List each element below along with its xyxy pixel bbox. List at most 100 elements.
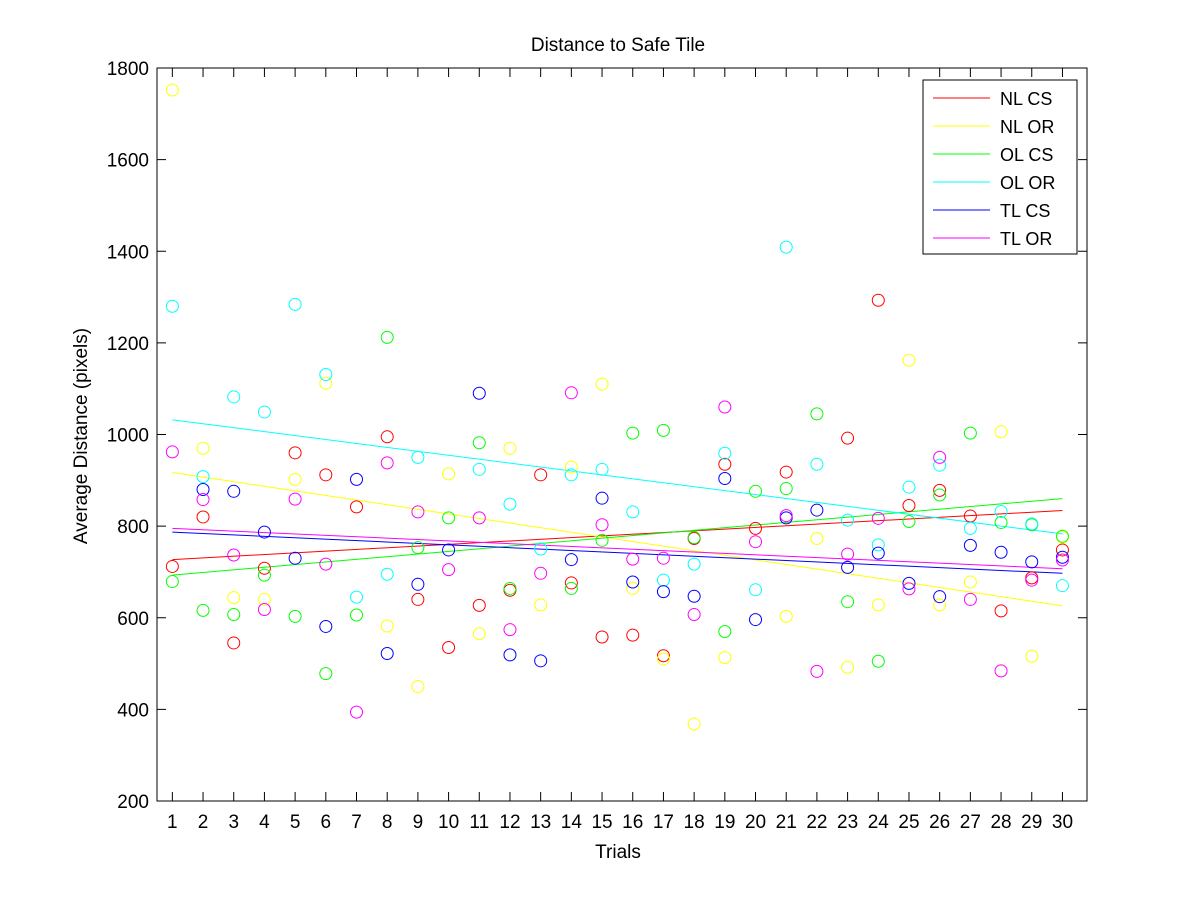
point-ol-cs bbox=[841, 595, 855, 609]
point-ol-cs bbox=[350, 608, 364, 622]
point-tl-cs bbox=[994, 545, 1008, 559]
point-nl-or bbox=[411, 679, 425, 693]
point-ol-cs bbox=[595, 533, 609, 547]
point-ol-or bbox=[319, 367, 333, 381]
point-nl-cs bbox=[196, 510, 210, 524]
point-tl-or bbox=[963, 592, 977, 606]
x-tick-label: 1 bbox=[167, 812, 178, 833]
trend-line-ol-or bbox=[172, 419, 1063, 535]
point-nl-or bbox=[534, 598, 548, 612]
point-nl-cs bbox=[472, 598, 486, 612]
y-tick-label: 1800 bbox=[107, 59, 149, 80]
point-ol-cs bbox=[871, 654, 885, 668]
point-ol-or bbox=[503, 497, 517, 511]
point-tl-cs bbox=[871, 546, 885, 560]
point-ol-or bbox=[257, 405, 271, 419]
point-tl-cs bbox=[288, 551, 302, 565]
trend-lines bbox=[172, 419, 1063, 607]
trend-line-nl-or bbox=[172, 472, 1063, 607]
point-tl-cs bbox=[380, 646, 394, 660]
x-tick-label: 21 bbox=[776, 812, 797, 833]
point-tl-cs bbox=[902, 576, 916, 590]
point-tl-cs bbox=[227, 484, 241, 498]
point-tl-or bbox=[626, 552, 640, 566]
point-ol-or bbox=[902, 480, 916, 494]
point-tl-cs bbox=[411, 577, 425, 591]
point-ol-or bbox=[933, 458, 947, 472]
point-tl-or bbox=[380, 456, 394, 470]
point-nl-or bbox=[656, 652, 670, 666]
point-nl-or bbox=[810, 531, 824, 545]
point-tl-or bbox=[288, 492, 302, 506]
point-tl-or bbox=[871, 511, 885, 525]
point-ol-or bbox=[871, 538, 885, 552]
trend-line-ol-cs bbox=[172, 498, 1063, 576]
point-ol-or bbox=[564, 468, 578, 482]
x-tick-label: 26 bbox=[929, 812, 950, 833]
point-tl-cs bbox=[841, 560, 855, 574]
point-nl-cs bbox=[1055, 543, 1069, 557]
x-tick-label: 19 bbox=[714, 812, 735, 833]
point-nl-cs bbox=[380, 430, 394, 444]
point-tl-or bbox=[1025, 573, 1039, 587]
point-tl-cs bbox=[472, 386, 486, 400]
point-tl-cs bbox=[319, 619, 333, 633]
point-ol-or bbox=[779, 240, 793, 254]
point-ol-cs bbox=[994, 515, 1008, 529]
x-tick-label: 2 bbox=[198, 812, 209, 833]
point-nl-or bbox=[595, 377, 609, 391]
point-ol-cs bbox=[933, 488, 947, 502]
legend: NL CS NL OR OL CS OL OR TL CS TL OR bbox=[922, 79, 1078, 255]
point-tl-or bbox=[196, 493, 210, 507]
point-tl-or bbox=[564, 386, 578, 400]
point-ol-cs bbox=[626, 426, 640, 440]
point-nl-cs bbox=[319, 468, 333, 482]
point-ol-cs bbox=[503, 581, 517, 595]
point-nl-cs bbox=[994, 604, 1008, 618]
point-nl-or bbox=[933, 598, 947, 612]
x-tick-label: 23 bbox=[837, 812, 858, 833]
point-ol-cs bbox=[718, 624, 732, 638]
point-tl-or bbox=[810, 664, 824, 678]
point-tl-or bbox=[687, 608, 701, 622]
point-ol-or bbox=[810, 457, 824, 471]
x-tick-label: 27 bbox=[960, 812, 981, 833]
point-nl-cs bbox=[933, 483, 947, 497]
legend-label-nl-cs: NL CS bbox=[1000, 89, 1052, 109]
point-tl-cs bbox=[257, 525, 271, 539]
point-ol-or bbox=[1025, 517, 1039, 531]
point-tl-cs bbox=[442, 543, 456, 557]
trend-line-tl-cs bbox=[172, 531, 1063, 574]
point-tl-cs bbox=[1025, 555, 1039, 569]
point-tl-or bbox=[656, 551, 670, 565]
x-tick-label: 28 bbox=[990, 812, 1011, 833]
y-tick-label: 1400 bbox=[107, 242, 149, 263]
point-ol-cs bbox=[165, 575, 179, 589]
point-nl-or bbox=[380, 619, 394, 633]
x-tick-label: 6 bbox=[321, 812, 332, 833]
point-ol-or bbox=[165, 299, 179, 313]
point-ol-or bbox=[472, 462, 486, 476]
point-nl-or bbox=[442, 467, 456, 481]
y-tick-label: 200 bbox=[117, 792, 149, 813]
point-tl-or bbox=[257, 603, 271, 617]
point-nl-or bbox=[687, 717, 701, 731]
point-ol-cs bbox=[442, 511, 456, 525]
point-tl-or bbox=[749, 535, 763, 549]
y-tick-label: 800 bbox=[117, 517, 149, 538]
point-tl-or bbox=[503, 623, 517, 637]
point-nl-or bbox=[626, 581, 640, 595]
point-nl-cs bbox=[411, 592, 425, 606]
point-ol-or bbox=[749, 583, 763, 597]
point-nl-or bbox=[196, 441, 210, 455]
point-tl-cs bbox=[503, 648, 517, 662]
point-tl-or bbox=[902, 582, 916, 596]
point-nl-cs bbox=[288, 446, 302, 460]
x-tick-label: 16 bbox=[622, 812, 643, 833]
x-tick-label: 25 bbox=[898, 812, 919, 833]
point-nl-cs bbox=[656, 649, 670, 663]
point-tl-cs bbox=[595, 491, 609, 505]
point-ol-or bbox=[963, 521, 977, 535]
point-tl-cs bbox=[718, 471, 732, 485]
